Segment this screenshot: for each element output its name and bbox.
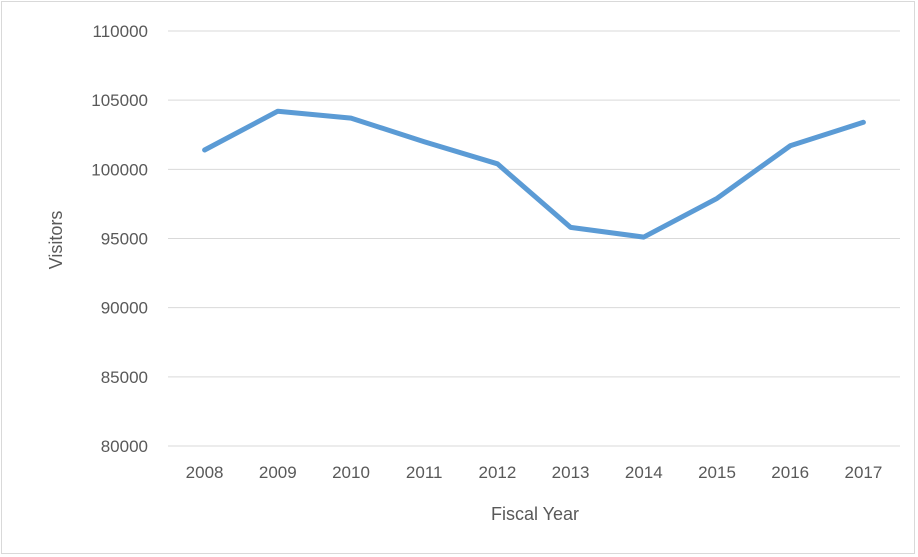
x-tick-label: 2011	[406, 463, 443, 482]
series-line	[202, 108, 866, 240]
x-tick-label: 2013	[552, 463, 590, 482]
y-tick-label: 110000	[93, 22, 148, 41]
gridlines	[168, 30, 900, 447]
series-group	[202, 108, 866, 240]
x-tick-label: 2010	[332, 463, 370, 482]
y-tick-label: 90000	[101, 299, 148, 318]
y-axis-title: Visitors	[46, 211, 66, 270]
x-tick-label: 2008	[186, 463, 224, 482]
x-tick-label: 2015	[698, 463, 736, 482]
y-tick-label: 85000	[101, 368, 148, 387]
y-tick-label: 95000	[101, 230, 148, 249]
y-axis-tick-labels: 80000 85000 90000 95000 100000 105000 110000	[91, 22, 148, 456]
x-axis-tick-labels: 2008 2009 2010 2011 2012 2013 2014 2015 2016 2017	[186, 463, 883, 482]
x-tick-label: 2009	[259, 463, 297, 482]
x-axis-title: Fiscal Year	[491, 504, 579, 524]
y-tick-label: 100000	[91, 160, 148, 179]
x-tick-label: 2014	[625, 463, 663, 482]
x-tick-label: 2016	[771, 463, 809, 482]
y-tick-label: 80000	[101, 437, 148, 456]
x-tick-label: 2012	[478, 463, 516, 482]
x-tick-label: 2017	[844, 463, 882, 482]
y-tick-label: 105000	[91, 91, 148, 110]
